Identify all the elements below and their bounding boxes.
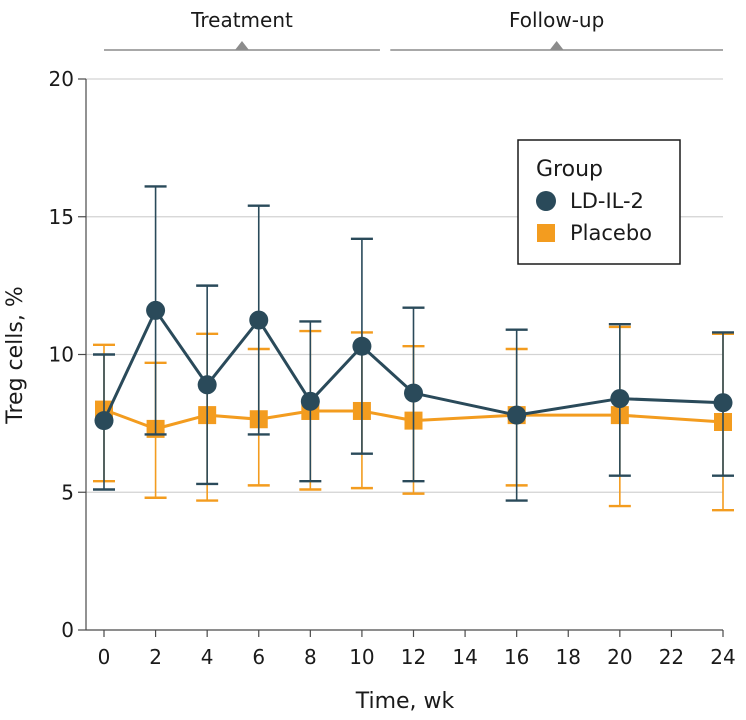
y-axis-title: Treg cells, % (3, 286, 28, 424)
y-tick-label-15: 15 (49, 205, 74, 229)
x-tick-label-24: 24 (710, 645, 735, 669)
ld-il-2-point (610, 389, 630, 409)
x-tick-label-0: 0 (98, 645, 111, 669)
ld-il-2-point (300, 391, 320, 411)
phase-marker-treatment (234, 41, 249, 50)
gridlines (86, 78, 723, 493)
x-tick-label-22: 22 (659, 645, 684, 669)
x-tick-label-12: 12 (401, 645, 426, 669)
legend-label-placebo: Placebo (570, 221, 652, 245)
legend-label-ld-il-2: LD-IL-2 (570, 189, 644, 213)
y-tick-label-5: 5 (61, 480, 74, 504)
y-tick-label-0: 0 (61, 618, 74, 642)
legend-title: Group (536, 157, 603, 182)
x-tick-label-16: 16 (504, 645, 529, 669)
data-series (93, 185, 734, 512)
x-tick-label-14: 14 (452, 645, 477, 669)
ld-il-2-point (713, 393, 733, 413)
phase-annotations: Treatment Follow-up (104, 8, 723, 51)
legend: Group LD-IL-2 Placebo (517, 139, 681, 265)
x-tick-label-10: 10 (349, 645, 374, 669)
phase-label-follow-up: Follow-up (509, 8, 604, 32)
ld-il-2-point (352, 336, 372, 356)
y-tick-label-20: 20 (49, 67, 74, 91)
ld-il-2-point (507, 405, 527, 425)
x-tick-label-6: 6 (252, 645, 265, 669)
ld-il-2-point (146, 300, 166, 320)
y-tick-label-10: 10 (49, 343, 74, 367)
series-ld-il-2 (93, 185, 734, 502)
x-tick-label-4: 4 (201, 645, 214, 669)
phase-marker-follow-up (549, 41, 564, 50)
placebo-line (103, 408, 724, 431)
x-tick-label-8: 8 (304, 645, 317, 669)
ld-il-2-point (197, 375, 217, 395)
x-tick-label-2: 2 (149, 645, 162, 669)
ld-il-2-point (249, 310, 269, 330)
x-axis-title: Time, wk (355, 689, 455, 714)
x-tick-label-18: 18 (556, 645, 581, 669)
phase-label-treatment: Treatment (190, 8, 293, 32)
x-tick-label-20: 20 (607, 645, 632, 669)
ld-il-2-point (404, 383, 423, 403)
ld-il-2-point (94, 411, 114, 431)
legend-marker-placebo (537, 224, 555, 242)
ld-il-2-line (102, 308, 724, 422)
legend-marker-ld-il-2 (536, 191, 556, 211)
